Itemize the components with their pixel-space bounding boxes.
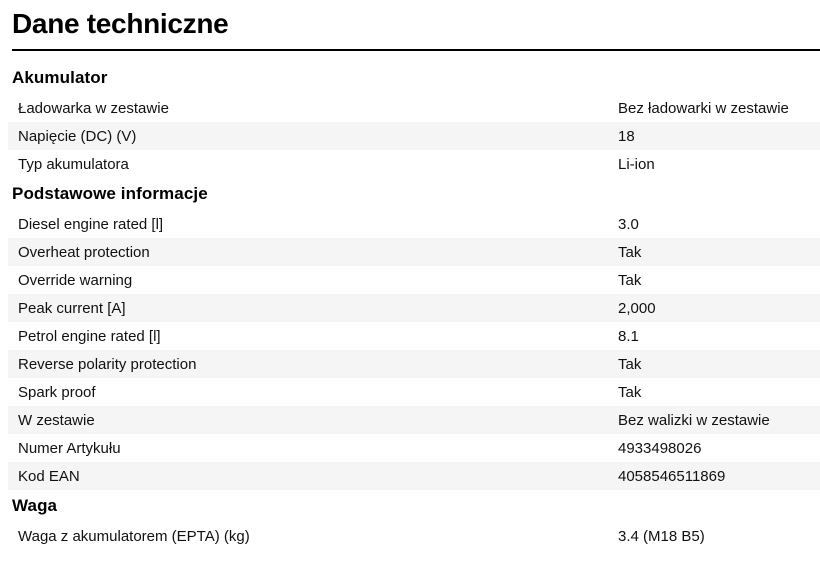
spec-row-label: Ładowarka w zestawie <box>18 99 169 117</box>
spec-row: Numer Artykułu 4933498026 <box>8 434 820 462</box>
spec-row: Peak current [A] 2,000 <box>8 294 820 322</box>
spec-section: Akumulator Ładowarka w zestawie Bez ładowa… <box>0 69 820 178</box>
spec-row-value: Bez ładowarki w zestawie <box>618 99 789 117</box>
spec-row: Reverse polarity protection Tak <box>8 350 820 378</box>
spec-row-label: Override warning <box>18 271 133 289</box>
spec-row-label: Napięcie (DC) (V) <box>18 127 137 145</box>
spec-row: Kod EAN 4058546511869 <box>8 462 820 490</box>
spec-row: Overheat protection Tak <box>8 238 820 266</box>
spec-section: Podstawowe informacje Diesel engine rated… <box>0 185 820 490</box>
spec-row-value: 18 <box>618 127 635 145</box>
section-heading: Akumulator <box>12 68 108 87</box>
section-rows: Ładowarka w zestawie Bez ładowarki w zest… <box>0 94 820 178</box>
spec-row: Typ akumulatora Li-ion <box>8 150 820 178</box>
spec-row-value: Tak <box>618 243 642 261</box>
spec-row-label: Peak current [A] <box>18 299 126 317</box>
spec-row-label: Waga z akumulatorem (EPTA) (kg) <box>18 527 250 545</box>
spec-row-label: Kod EAN <box>18 467 80 485</box>
spec-row-value: Tak <box>618 383 642 401</box>
spec-row: W zestawie Bez walizki w zestawie <box>8 406 820 434</box>
spec-row: Waga z akumulatorem (EPTA) (kg) 3.4 (M18 … <box>8 522 820 550</box>
spec-row-value: 3.4 (M18 B5) <box>618 527 705 545</box>
spec-row-label: W zestawie <box>18 411 95 429</box>
spec-row: Petrol engine rated [l] 8.1 <box>8 322 820 350</box>
spec-row-value: 4058546511869 <box>618 467 726 485</box>
spec-row-label: Typ akumulatora <box>18 155 129 173</box>
spec-section: Waga Waga z akumulatorem (EPTA) (kg) 3.4 (… <box>0 497 820 550</box>
spec-row-value: 8.1 <box>618 327 639 345</box>
spec-row-label: Numer Artykułu <box>18 439 121 457</box>
spec-row-value: Tak <box>618 271 642 289</box>
spec-row-value: 3.0 <box>618 215 639 233</box>
section-rows: Waga z akumulatorem (EPTA) (kg) 3.4 (M18 … <box>0 522 820 550</box>
spec-row-label: Petrol engine rated [l] <box>18 327 161 345</box>
spec-row-value: Li-ion <box>618 155 655 173</box>
spec-row: Diesel engine rated [l] 3.0 <box>8 210 820 238</box>
spec-table: Akumulator Ładowarka w zestawie Bez ładowa… <box>0 69 820 550</box>
page-title: Dane techniczne <box>12 8 229 39</box>
section-rows: Diesel engine rated [l] 3.0 Overheat prote… <box>0 210 820 490</box>
spec-row-value: Bez walizki w zestawie <box>618 411 770 429</box>
spec-row: Spark proof Tak <box>8 378 820 406</box>
spec-row: Napięcie (DC) (V) 18 <box>8 122 820 150</box>
section-heading: Waga <box>12 496 58 515</box>
spec-row: Override warning Tak <box>8 266 820 294</box>
section-heading: Podstawowe informacje <box>12 184 208 203</box>
spec-row-value: Tak <box>618 355 642 373</box>
spec-row-value: 4933498026 <box>618 439 702 457</box>
title-divider <box>12 49 820 51</box>
spec-row-label: Reverse polarity protection <box>18 355 197 373</box>
spec-row: Ładowarka w zestawie Bez ładowarki w zest… <box>8 94 820 122</box>
spec-row-label: Spark proof <box>18 383 96 401</box>
spec-row-value: 2,000 <box>618 299 656 317</box>
spec-row-label: Overheat protection <box>18 243 150 261</box>
spec-row-label: Diesel engine rated [l] <box>18 215 164 233</box>
